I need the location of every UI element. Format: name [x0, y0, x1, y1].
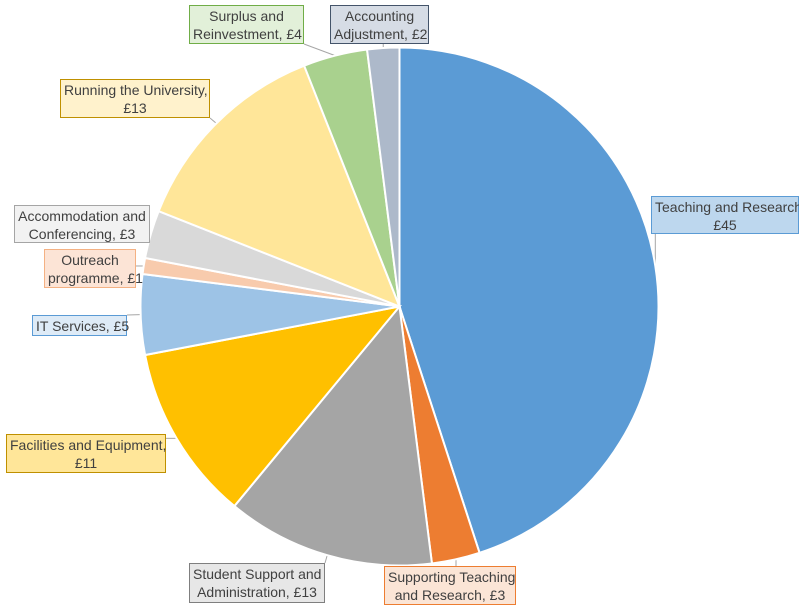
label-running-university: Running the University, £13 — [60, 79, 210, 118]
slice-student-support-and-administration — [232, 304, 434, 567]
label-facilities-equipment: Facilities and Equipment, £11 — [6, 434, 166, 473]
label-supporting-teaching: Supporting Teaching and Research, £3 — [384, 566, 516, 605]
slice-facilities-and-equipment — [143, 304, 403, 508]
pie-slices — [139, 46, 660, 567]
label-outreach: Outreach programme, £1 — [44, 249, 143, 288]
label-surplus: Surplus and Reinvestment, £4 — [189, 5, 304, 44]
label-it-services: IT Services, £5 — [32, 315, 129, 336]
leader-lines — [126, 43, 656, 566]
slice-running-the-university — [157, 64, 402, 309]
label-teaching-research: Teaching and Research, £45 — [651, 196, 799, 234]
slice-teaching-and-research — [398, 46, 660, 555]
slice-accounting-adjustment — [365, 46, 401, 307]
label-student-support: Student Support and Administration, £13 — [189, 563, 325, 603]
leader-running-the-university — [209, 117, 217, 124]
leader-student-support-and-administration — [324, 555, 328, 564]
leader-surplus-and-reinvestment — [303, 43, 336, 57]
label-accounting: Accounting Adjustment, £2 — [330, 5, 429, 44]
label-accommodation: Accommodation and Conferencing, £3 — [14, 205, 150, 243]
